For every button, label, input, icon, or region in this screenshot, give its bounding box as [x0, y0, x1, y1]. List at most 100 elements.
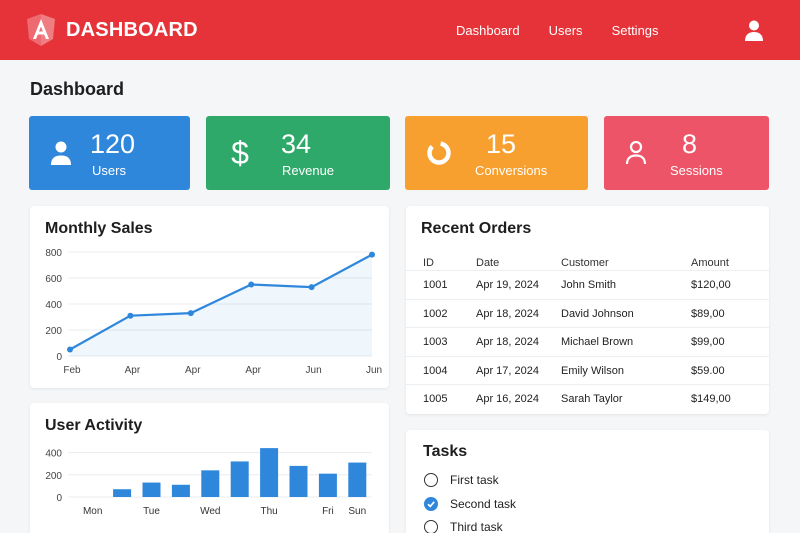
table-header: ID Date Customer Amount: [406, 251, 769, 275]
data-point: [187, 310, 194, 317]
bar: [260, 448, 279, 497]
stat-card-users[interactable]: 120 Users: [29, 116, 190, 190]
task-item[interactable]: First task: [424, 471, 499, 489]
user-outline-icon: [625, 140, 647, 165]
order-customer: Sarah Taylor: [561, 393, 623, 405]
data-point: [127, 312, 134, 319]
order-amount: $89,00: [691, 308, 725, 320]
column-header-customer: Customer: [561, 257, 609, 269]
card-title: Recent Orders: [421, 220, 532, 237]
order-amount: $59.00: [691, 365, 725, 377]
nav-users[interactable]: Users: [548, 22, 583, 38]
user-icon: [51, 141, 71, 165]
task-label: First task: [450, 473, 499, 487]
x-tick-label: Sun: [348, 506, 366, 517]
nav-settings[interactable]: Settings: [611, 22, 659, 38]
stat-label: Users: [92, 163, 126, 178]
data-point: [308, 284, 315, 291]
order-id: 1002: [423, 308, 448, 320]
top-navbar: DASHBOARD Dashboard Users Settings: [0, 0, 800, 60]
y-tick-label: 0: [56, 352, 62, 363]
x-tick-label: Jun: [366, 365, 382, 376]
order-date: Apr 16, 2024: [476, 393, 539, 405]
stat-value: 34: [281, 129, 312, 159]
tasks-card: Tasks First task Second task Third task: [406, 430, 769, 533]
user-activity-chart: 0 200 400 Mon Tue Wed Thu Fri Sun: [45, 448, 372, 517]
y-tick-label: 0: [56, 493, 62, 504]
recent-orders-card: Recent Orders ID Date Customer Amount 10…: [406, 206, 769, 414]
stat-card-revenue[interactable]: $ 34 Revenue: [206, 116, 390, 190]
stat-label: Revenue: [282, 163, 335, 178]
x-tick-label: Apr: [125, 365, 141, 376]
order-id: 1001: [423, 279, 448, 291]
stat-label: Sessions: [670, 163, 723, 178]
nav-dashboard[interactable]: Dashboard: [456, 22, 520, 38]
task-label: Second task: [450, 497, 517, 511]
order-id: 1003: [423, 336, 448, 348]
stat-card-conversions[interactable]: 15 Conversions: [405, 116, 588, 190]
x-tick-label: Feb: [63, 365, 81, 376]
order-amount: $120,00: [691, 279, 731, 291]
task-item[interactable]: Third task: [424, 518, 503, 533]
bar: [171, 484, 190, 497]
order-customer: David Johnson: [561, 308, 634, 320]
table-row[interactable]: 1003 Apr 18, 2024 Michael Brown $99,00: [406, 327, 769, 355]
y-tick-label: 200: [45, 471, 62, 482]
order-date: Apr 17, 2024: [476, 365, 539, 377]
x-tick-label: Apr: [185, 365, 201, 376]
y-tick-label: 200: [45, 326, 62, 337]
monthly-sales-card: Monthly Sales 0 200 400 600 800 Feb Apr Apr Apr J…: [30, 206, 389, 388]
series-line: [69, 253, 373, 351]
card-title: User Activity: [45, 417, 143, 434]
y-tick-label: 400: [45, 300, 62, 311]
bar: [113, 489, 132, 497]
x-tick-label: Thu: [260, 506, 277, 517]
task-checkbox[interactable]: [424, 497, 438, 511]
order-customer: Emily Wilson: [561, 365, 624, 377]
order-date: Apr 18, 2024: [476, 308, 539, 320]
x-tick-label: Mon: [83, 506, 102, 517]
page-title: Dashboard: [30, 79, 125, 99]
column-header-date: Date: [476, 257, 500, 269]
bar: [230, 461, 249, 497]
task-checkbox[interactable]: [424, 473, 438, 487]
stat-value: 120: [90, 129, 136, 159]
stat-value: 8: [682, 129, 698, 159]
bar: [201, 470, 220, 497]
bar: [318, 473, 337, 497]
x-tick-label: Jun: [306, 365, 322, 376]
brand[interactable]: DASHBOARD: [26, 13, 198, 47]
svg-text:$: $: [231, 136, 249, 170]
user-activity-card: User Activity 0 200 400 Mon Tue Wed Thu Fri Sun: [30, 403, 389, 533]
user-icon[interactable]: [742, 18, 766, 42]
table-row[interactable]: 1002 Apr 18, 2024 David Johnson $89,00: [406, 299, 769, 327]
x-tick-label: Wed: [200, 506, 220, 517]
order-date: Apr 19, 2024: [476, 279, 539, 291]
order-id: 1004: [423, 365, 448, 377]
y-tick-label: 400: [45, 449, 62, 460]
task-item[interactable]: Second task: [424, 495, 516, 513]
stat-label: Conversions: [475, 163, 548, 178]
x-tick-label: Apr: [245, 365, 261, 376]
order-amount: $99,00: [691, 336, 725, 348]
brand-title: DASHBOARD: [66, 18, 198, 41]
stat-value: 15: [486, 129, 517, 159]
table-row[interactable]: 1004 Apr 17, 2024 Emily Wilson $59.00: [406, 356, 769, 384]
data-point: [67, 346, 73, 353]
data-point: [248, 281, 255, 288]
x-tick-label: Fri: [322, 506, 334, 517]
column-header-id: ID: [423, 257, 434, 269]
task-checkbox[interactable]: [424, 520, 438, 533]
table-row[interactable]: 1005 Apr 16, 2024 Sarah Taylor $149,00: [406, 384, 769, 412]
stat-card-sessions[interactable]: 8 Sessions: [604, 116, 769, 190]
column-header-amount: Amount: [691, 257, 729, 269]
order-id: 1005: [423, 393, 448, 405]
area-fill: [70, 254, 372, 356]
order-customer: John Smith: [561, 279, 617, 291]
angular-logo-icon: [27, 14, 55, 46]
y-tick-label: 600: [45, 274, 62, 285]
order-amount: $149,00: [691, 393, 731, 405]
table-row[interactable]: 1001 Apr 19, 2024 John Smith $120,00: [406, 270, 769, 298]
card-title: Monthly Sales: [45, 220, 153, 237]
check-icon: [427, 501, 435, 508]
